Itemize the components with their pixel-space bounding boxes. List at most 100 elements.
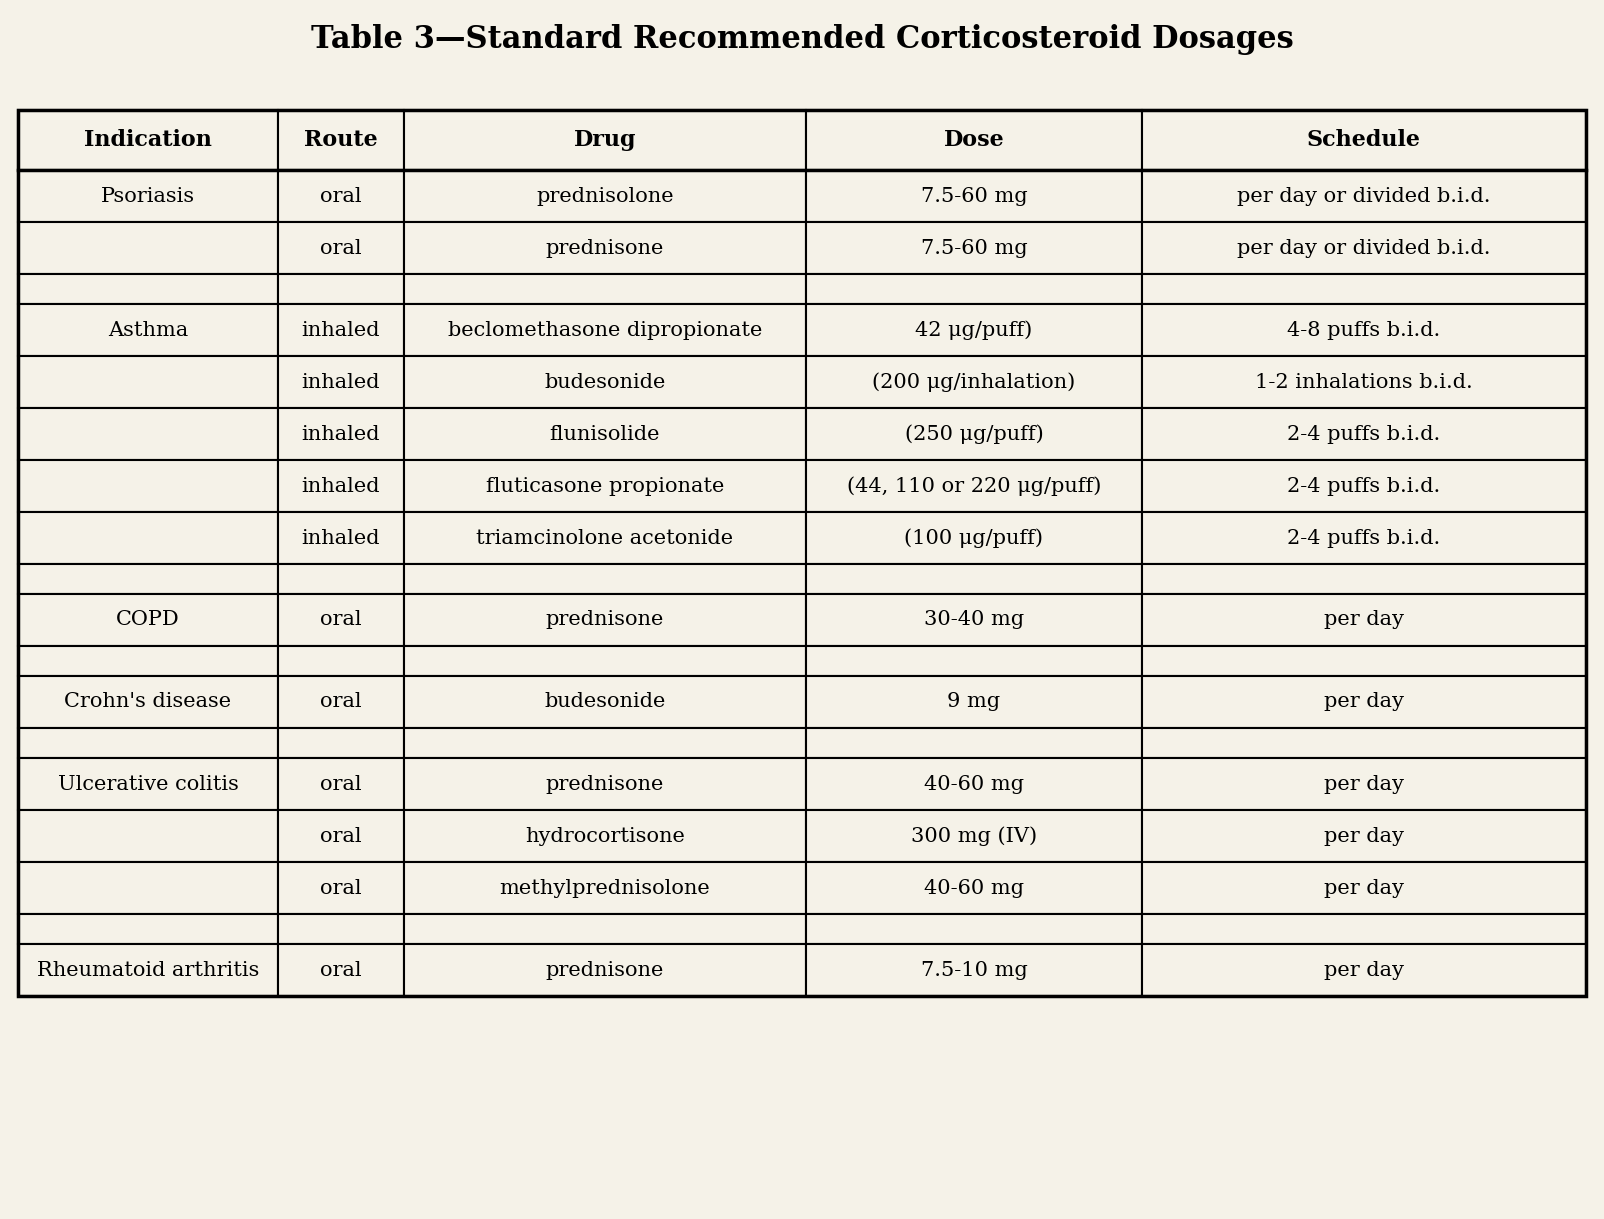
Bar [1142,304,1586,356]
Bar [807,862,1142,914]
Text: 42 μg/puff): 42 μg/puff) [916,321,1033,340]
Bar [404,110,807,169]
Bar [277,356,404,408]
Bar [404,594,807,646]
Bar [404,677,807,728]
Bar [277,110,404,169]
Bar [404,728,807,758]
Text: prednisone: prednisone [545,961,664,980]
Text: Table 3—Standard Recommended Corticosteroid Dosages: Table 3—Standard Recommended Corticoster… [311,24,1293,55]
Bar [277,169,404,222]
Text: Asthma: Asthma [107,321,188,340]
Bar [807,356,1142,408]
Bar [1142,862,1586,914]
Text: flunisolide: flunisolide [550,424,661,444]
Text: 9 mg: 9 mg [948,692,1001,712]
Text: 40-60 mg: 40-60 mg [924,879,1023,897]
Text: inhaled: inhaled [302,529,380,547]
Bar [807,274,1142,304]
Bar [807,677,1142,728]
Text: inhaled: inhaled [302,373,380,391]
Text: Schedule: Schedule [1307,129,1421,151]
Bar [18,728,277,758]
Bar [18,110,1586,996]
Bar [277,646,404,677]
Bar [18,274,277,304]
Text: fluticasone propionate: fluticasone propionate [486,477,723,495]
Text: Ulcerative colitis: Ulcerative colitis [58,774,239,794]
Text: (250 μg/puff): (250 μg/puff) [905,424,1043,444]
Bar [1142,809,1586,862]
Text: per day: per day [1323,961,1404,980]
Bar [807,914,1142,944]
Bar [18,944,277,996]
Text: 300 mg (IV): 300 mg (IV) [911,826,1036,846]
Text: per day or divided b.i.d.: per day or divided b.i.d. [1237,187,1490,206]
Bar [18,758,277,809]
Bar [277,512,404,564]
Bar [1142,512,1586,564]
Bar [277,408,404,460]
Bar [404,809,807,862]
Bar [807,110,1142,169]
Text: budesonide: budesonide [544,692,666,712]
Text: 2-4 puffs b.i.d.: 2-4 puffs b.i.d. [1286,424,1440,444]
Text: 40-60 mg: 40-60 mg [924,774,1023,794]
Bar [1142,914,1586,944]
Text: oral: oral [321,692,361,712]
Bar [1142,728,1586,758]
Bar [1142,944,1586,996]
Bar [404,914,807,944]
Bar [404,862,807,914]
Bar [1142,169,1586,222]
Bar [18,169,277,222]
Bar [277,222,404,274]
Bar [18,914,277,944]
Bar [1142,646,1586,677]
Text: Rheumatoid arthritis: Rheumatoid arthritis [37,961,260,980]
Text: beclomethasone dipropionate: beclomethasone dipropionate [448,321,762,340]
Bar [277,304,404,356]
Bar [18,862,277,914]
Text: Drug: Drug [574,129,637,151]
Bar [807,512,1142,564]
Bar [1142,274,1586,304]
Bar [18,408,277,460]
Text: prednisolone: prednisolone [536,187,674,206]
Text: 7.5-10 mg: 7.5-10 mg [921,961,1027,980]
Bar [807,944,1142,996]
Text: oral: oral [321,611,361,629]
Bar [1142,594,1586,646]
Bar [18,304,277,356]
Bar [1142,110,1586,169]
Bar [404,512,807,564]
Text: inhaled: inhaled [302,321,380,340]
Bar [807,460,1142,512]
Bar [277,728,404,758]
Text: budesonide: budesonide [544,373,666,391]
Text: 7.5-60 mg: 7.5-60 mg [921,239,1027,257]
Text: Psoriasis: Psoriasis [101,187,196,206]
Text: oral: oral [321,774,361,794]
Bar [1142,758,1586,809]
Text: per day: per day [1323,692,1404,712]
Text: triamcinolone acetonide: triamcinolone acetonide [476,529,733,547]
Bar [277,677,404,728]
Bar [404,169,807,222]
Text: per day or divided b.i.d.: per day or divided b.i.d. [1237,239,1490,257]
Text: (200 μg/inhalation): (200 μg/inhalation) [873,372,1076,391]
Bar [807,169,1142,222]
Bar [1142,356,1586,408]
Bar [404,304,807,356]
Text: Route: Route [303,129,377,151]
Text: prednisone: prednisone [545,239,664,257]
Text: prednisone: prednisone [545,774,664,794]
Text: oral: oral [321,826,361,846]
Bar [404,758,807,809]
Bar [807,304,1142,356]
Text: Indication: Indication [83,129,212,151]
Bar [1142,460,1586,512]
Text: per day: per day [1323,611,1404,629]
Bar [1142,408,1586,460]
Text: 7.5-60 mg: 7.5-60 mg [921,187,1027,206]
